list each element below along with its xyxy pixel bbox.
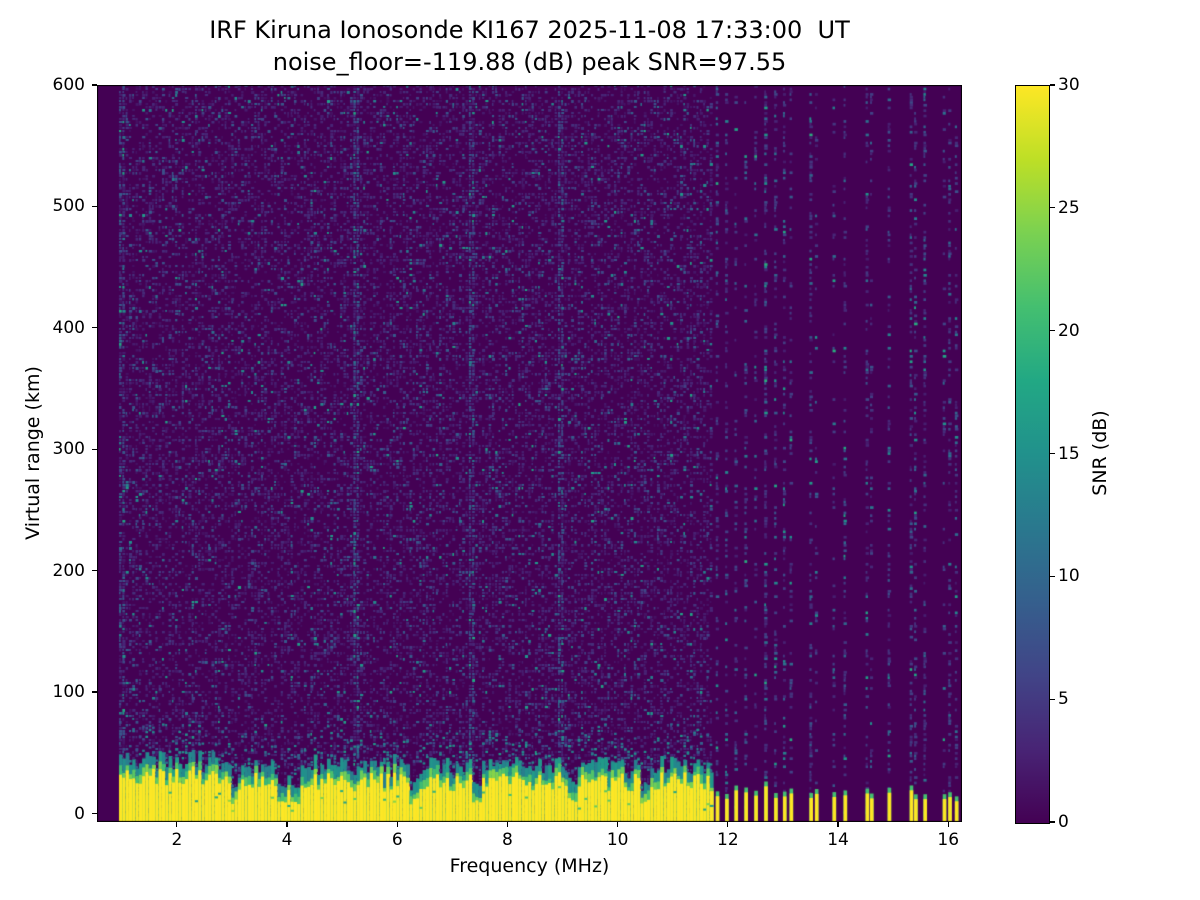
x-tick — [396, 822, 398, 827]
y-tick-label: 300 — [52, 439, 85, 460]
x-tick-label: 2 — [171, 830, 183, 850]
chart-title: IRF Kiruna Ionosonde KI167 2025-11-08 17… — [209, 16, 850, 44]
colorbar — [1015, 85, 1050, 824]
x-tick-label: 12 — [717, 830, 739, 850]
x-tick — [617, 822, 619, 827]
colorbar-tick-label: 25 — [1058, 197, 1080, 218]
y-tick — [92, 812, 97, 815]
x-tick-label: 4 — [281, 830, 293, 850]
colorbar-tick-label: 20 — [1058, 320, 1080, 341]
colorbar-tick — [1050, 452, 1055, 455]
x-tick — [286, 822, 288, 827]
x-tick-label: 16 — [937, 830, 960, 850]
y-tick — [92, 84, 97, 86]
y-tick-label: 600 — [52, 75, 85, 95]
y-tick-label: 500 — [52, 196, 85, 217]
y-tick — [92, 691, 97, 693]
colorbar-tick — [1050, 207, 1055, 209]
y-tick-label: 0 — [74, 803, 85, 824]
x-axis-label: Frequency (MHz) — [449, 855, 610, 877]
y-tick — [92, 205, 97, 207]
x-tick — [506, 822, 509, 827]
y-tick — [92, 327, 97, 329]
colorbar-tick — [1050, 330, 1055, 332]
chart-subtitle: noise_floor=-119.88 (dB) peak SNR=97.55 — [272, 48, 787, 76]
y-tick — [92, 448, 97, 450]
colorbar-tick-label: 30 — [1058, 75, 1080, 95]
x-tick-label: 10 — [606, 830, 629, 850]
x-tick — [176, 822, 178, 827]
colorbar-tick — [1050, 698, 1055, 700]
ionogram-canvas — [97, 85, 962, 822]
x-tick-label: 8 — [502, 830, 513, 850]
y-tick-label: 200 — [52, 560, 85, 581]
x-tick — [837, 822, 839, 827]
colorbar-tick — [1050, 821, 1055, 823]
colorbar-tick-label: 5 — [1058, 689, 1069, 710]
colorbar-gradient — [1016, 86, 1049, 823]
colorbar-tick — [1050, 575, 1055, 577]
colorbar-tick-label: 0 — [1058, 812, 1069, 832]
y-tick-label: 100 — [52, 682, 85, 703]
colorbar-tick-label: 15 — [1058, 443, 1080, 464]
x-tick — [947, 822, 949, 827]
colorbar-tick — [1050, 84, 1055, 86]
y-tick-label: 400 — [52, 317, 85, 338]
colorbar-tick-label: 10 — [1058, 566, 1080, 587]
x-tick — [727, 822, 729, 827]
x-tick-label: 14 — [827, 830, 849, 850]
y-tick — [92, 570, 97, 572]
x-tick-label: 6 — [391, 830, 403, 850]
